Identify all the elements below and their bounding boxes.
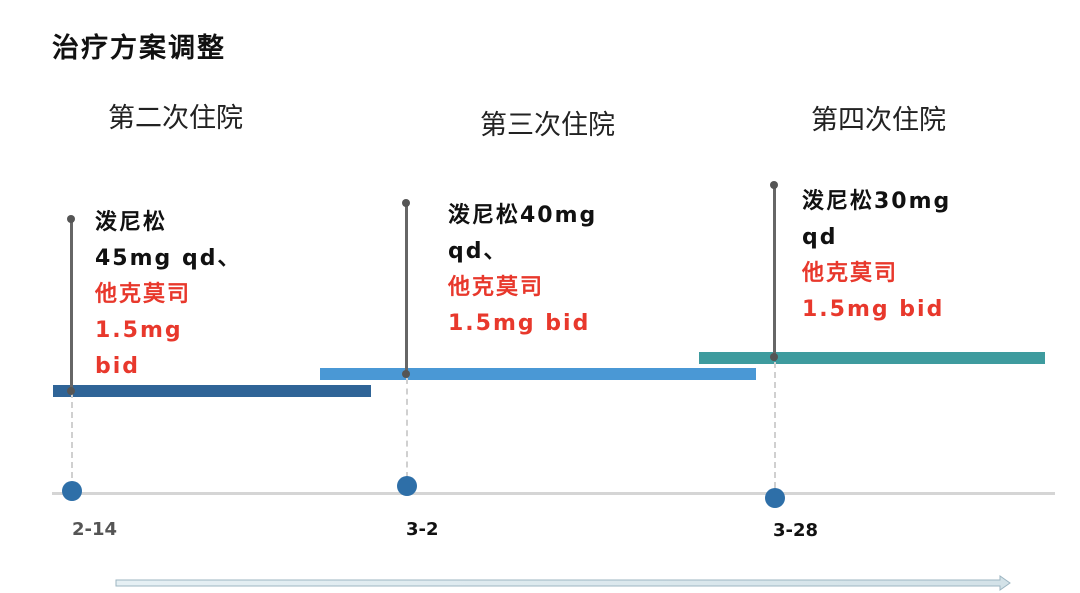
med-line-highlight: 1.5mg bid [448,311,591,336]
med-line: qd、 [448,239,508,264]
med-line-highlight: 他克莫司 [802,261,899,286]
date-label-3rd: 3-2 [406,519,439,540]
timeline-dot-4th [765,488,785,508]
med-line-highlight: 他克莫司 [95,282,192,307]
phase-label-4th: 第四次住院 [811,105,946,136]
marker-tip-3rd [402,199,410,207]
time-arrow [115,575,1011,591]
medication-note-3rd: 泼尼松40mg qd、 他克莫司 1.5mg bid [448,198,597,342]
marker-connector-3rd [406,378,408,478]
med-line: 泼尼松30mg [802,189,952,214]
med-line: 泼尼松40mg [448,203,598,228]
med-line-highlight: 1.5mg [95,318,183,343]
med-line-highlight: bid [95,354,141,379]
date-label-4th: 3-28 [773,520,819,541]
phase-label-2nd: 第二次住院 [108,103,243,134]
timeline-dot-3rd [397,476,417,496]
hospitalization-bar-2nd [53,385,371,397]
medication-note-2nd: 泼尼松 45mg qd、 他克莫司 1.5mg bid [95,205,241,385]
hospitalization-bar-3rd [320,368,756,380]
marker-junction-2nd [67,387,75,395]
med-line: 45mg qd、 [95,246,242,271]
marker-connector-4th [774,362,776,488]
timeline-axis [52,492,1055,495]
marker-tip-2nd [67,215,75,223]
marker-connector-2nd [71,392,73,488]
marker-line-4th [773,185,776,361]
marker-line-2nd [70,219,73,392]
med-line: 泼尼松 [95,210,168,235]
medication-note-4th: 泼尼松30mg qd 他克莫司 1.5mg bid [802,184,951,328]
marker-tip-4th [770,181,778,189]
timeline-dot-2nd [62,481,82,501]
hospitalization-bar-4th [699,352,1045,364]
date-label-2nd: 2-14 [72,519,118,540]
page-title: 治疗方案调整 [52,33,226,64]
marker-junction-4th [770,353,778,361]
phase-label-3rd: 第三次住院 [480,110,615,141]
marker-line-3rd [405,203,408,377]
marker-junction-3rd [402,370,410,378]
med-line-highlight: 1.5mg bid [802,297,945,322]
med-line: qd [802,225,838,250]
med-line-highlight: 他克莫司 [448,275,545,300]
